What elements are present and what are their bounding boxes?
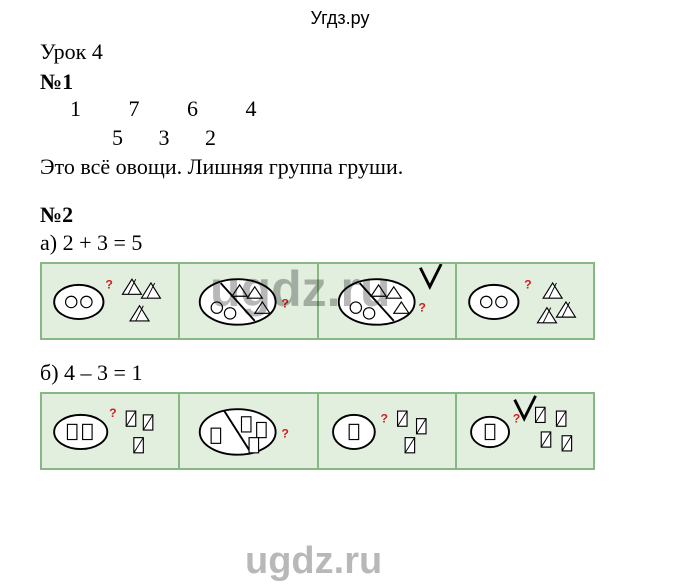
svg-text:?: ? <box>380 412 388 426</box>
lesson-title: Урок 4 <box>40 39 640 65</box>
svg-text:?: ? <box>109 406 117 420</box>
task2-block: №2 а) 2 + 3 = 5 ? <box>40 202 640 470</box>
panel-a4: ? <box>457 262 595 340</box>
triangle-group <box>122 279 160 321</box>
panel-a2: ? <box>180 262 318 340</box>
panel-b1: ? <box>40 392 180 470</box>
panel-a3: ? <box>319 262 457 340</box>
row-b-panels: ? <box>40 392 595 470</box>
top-site-link[interactable]: Угдз.ру <box>0 0 680 29</box>
task2b-equation: б) 4 – 3 = 1 <box>40 360 640 386</box>
svg-text:?: ? <box>418 301 426 315</box>
svg-text:?: ? <box>282 297 290 311</box>
watermark: ugdz.ru <box>245 540 382 583</box>
task1-row2: 5 3 2 <box>112 124 640 153</box>
task1-row1: 1 7 6 4 <box>70 95 640 124</box>
panel-b2: ? <box>180 392 318 470</box>
content: Урок 4 №1 1 7 6 4 5 3 2 Это всё овощи. Л… <box>0 29 680 470</box>
panel-a1: ? <box>40 262 180 340</box>
checkmark-icon <box>420 264 441 287</box>
svg-text:?: ? <box>513 412 521 426</box>
task2a-eq: 2 + 3 = 5 <box>63 230 143 255</box>
num: 5 <box>112 125 123 150</box>
row-a-panels: ? <box>40 262 595 340</box>
task2a-equation: а) 2 + 3 = 5 <box>40 230 640 256</box>
num: 4 <box>246 96 257 121</box>
task2b-label: б) <box>40 360 59 385</box>
num: 7 <box>129 96 140 121</box>
num: 1 <box>70 96 81 121</box>
task1-answer: Это всё овощи. Лишняя группа груши. <box>40 154 640 180</box>
svg-text:?: ? <box>282 427 290 441</box>
task2b-eq: 4 – 3 = 1 <box>64 360 142 385</box>
panel-b4: ? <box>457 392 595 470</box>
task2-number: №2 <box>40 202 640 228</box>
svg-text:?: ? <box>524 278 532 292</box>
panel-b3: ? <box>319 392 457 470</box>
task2a-label: а) <box>40 230 57 255</box>
num: 2 <box>205 125 216 150</box>
task1-number: №1 <box>40 69 640 95</box>
svg-text:?: ? <box>105 278 113 292</box>
num: 3 <box>159 125 170 150</box>
task1-numbers: 1 7 6 4 5 3 2 <box>70 95 640 152</box>
num: 6 <box>187 96 198 121</box>
